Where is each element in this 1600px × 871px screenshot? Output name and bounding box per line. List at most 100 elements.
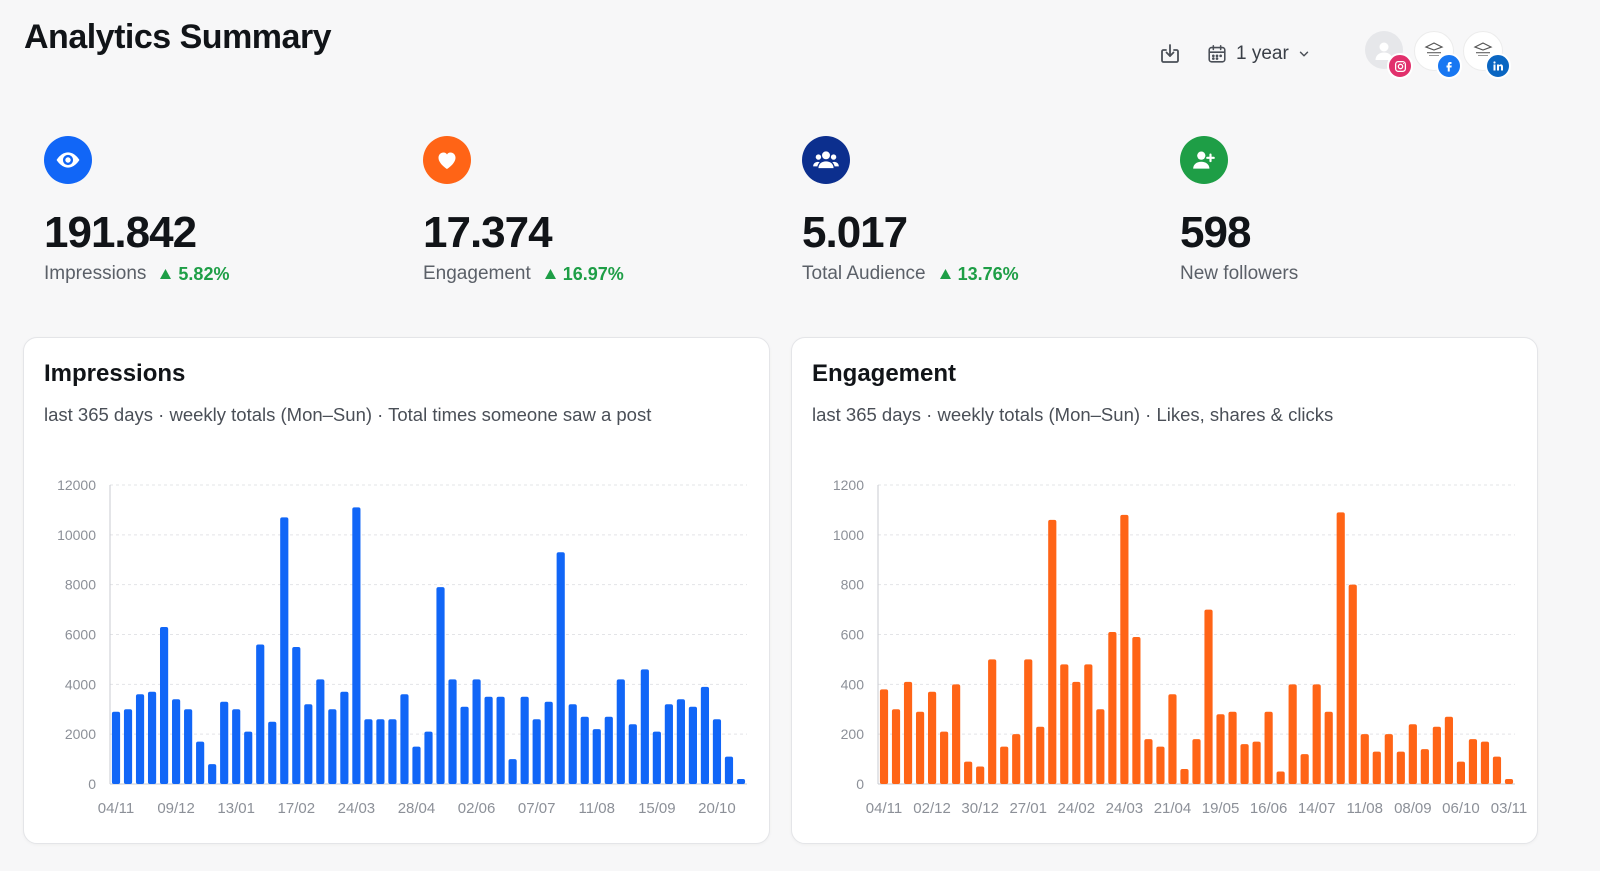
bar[interactable] <box>460 706 469 784</box>
bar[interactable] <box>556 552 565 784</box>
bar[interactable] <box>135 694 145 784</box>
bar[interactable] <box>472 679 481 784</box>
bar[interactable] <box>412 746 421 784</box>
bar[interactable] <box>1108 632 1117 784</box>
bar[interactable] <box>208 764 217 784</box>
bar[interactable] <box>1420 749 1429 784</box>
bar[interactable] <box>688 706 698 784</box>
bar[interactable] <box>1024 659 1033 784</box>
bar[interactable] <box>1276 771 1285 784</box>
bar[interactable] <box>676 699 685 784</box>
bar[interactable] <box>652 731 661 784</box>
bar[interactable] <box>915 711 925 784</box>
bar[interactable] <box>1144 739 1153 784</box>
bar[interactable] <box>184 709 193 784</box>
bar[interactable] <box>940 731 949 784</box>
bar[interactable] <box>1240 744 1249 784</box>
bar[interactable] <box>400 694 409 784</box>
bar[interactable] <box>976 766 985 784</box>
download-button[interactable] <box>1152 36 1188 72</box>
bar[interactable] <box>640 669 649 784</box>
bar[interactable] <box>292 646 301 784</box>
bar[interactable] <box>1012 734 1021 784</box>
bar[interactable] <box>256 644 265 784</box>
bar[interactable] <box>1468 739 1478 784</box>
bar[interactable] <box>244 731 253 784</box>
bar[interactable] <box>364 719 373 784</box>
account-instagram[interactable] <box>1365 31 1413 79</box>
bar[interactable] <box>232 709 241 784</box>
bar[interactable] <box>1408 724 1417 784</box>
bar[interactable] <box>340 691 349 784</box>
bar[interactable] <box>664 704 673 784</box>
bar[interactable] <box>448 679 457 784</box>
bar[interactable] <box>424 731 433 784</box>
bar[interactable] <box>1480 741 1490 784</box>
bar[interactable] <box>891 709 901 784</box>
bar[interactable] <box>1168 694 1177 784</box>
bar[interactable] <box>1072 681 1081 784</box>
bar[interactable] <box>352 507 361 784</box>
bar[interactable] <box>1456 761 1466 784</box>
bar[interactable] <box>172 699 181 784</box>
bar[interactable] <box>736 779 746 784</box>
bar[interactable] <box>1120 514 1129 784</box>
bar[interactable] <box>220 701 229 784</box>
bar[interactable] <box>1132 636 1141 784</box>
bar[interactable] <box>1396 751 1405 784</box>
bar[interactable] <box>508 759 517 784</box>
bar[interactable] <box>1384 734 1393 784</box>
bar[interactable] <box>592 729 601 784</box>
bar[interactable] <box>436 587 445 784</box>
bar[interactable] <box>568 704 577 784</box>
bar[interactable] <box>1216 714 1225 784</box>
bar[interactable] <box>580 716 589 784</box>
date-range-select[interactable]: 1 year <box>1206 43 1311 65</box>
bar[interactable] <box>196 741 205 784</box>
bar[interactable] <box>724 756 734 784</box>
bar[interactable] <box>532 719 541 784</box>
bar[interactable] <box>1348 584 1357 784</box>
bar[interactable] <box>616 679 625 784</box>
bar[interactable] <box>1252 741 1261 784</box>
bar[interactable] <box>1300 754 1309 784</box>
bar[interactable] <box>1192 739 1201 784</box>
bar[interactable] <box>1336 512 1345 784</box>
bar[interactable] <box>123 709 133 784</box>
bar[interactable] <box>903 681 913 784</box>
bar[interactable] <box>1228 711 1237 784</box>
bar[interactable] <box>1048 519 1057 784</box>
bar[interactable] <box>628 724 637 784</box>
account-facebook[interactable] <box>1414 31 1462 79</box>
bar[interactable] <box>988 659 997 784</box>
bar[interactable] <box>964 761 973 784</box>
bar[interactable] <box>1156 746 1165 784</box>
bar[interactable] <box>268 721 277 784</box>
bar[interactable] <box>1372 751 1381 784</box>
bar[interactable] <box>712 719 722 784</box>
bar[interactable] <box>927 691 937 784</box>
bar[interactable] <box>544 701 553 784</box>
bar[interactable] <box>1432 726 1441 784</box>
bar[interactable] <box>1000 746 1009 784</box>
bar[interactable] <box>159 627 169 784</box>
bar[interactable] <box>1096 709 1105 784</box>
bar[interactable] <box>1492 756 1502 784</box>
bar[interactable] <box>1444 716 1453 784</box>
account-linkedin[interactable] <box>1463 31 1511 79</box>
bar[interactable] <box>376 719 385 784</box>
bar[interactable] <box>484 696 493 784</box>
bar[interactable] <box>1060 664 1069 784</box>
bar[interactable] <box>520 696 529 784</box>
bar[interactable] <box>316 679 325 784</box>
bar[interactable] <box>1264 711 1273 784</box>
bar[interactable] <box>1204 609 1213 784</box>
bar[interactable] <box>1504 779 1514 784</box>
bar[interactable] <box>280 517 289 784</box>
bar[interactable] <box>604 716 613 784</box>
bar[interactable] <box>328 709 337 784</box>
bar[interactable] <box>700 686 710 784</box>
bar[interactable] <box>388 719 397 784</box>
bar[interactable] <box>1036 726 1045 784</box>
bar[interactable] <box>1312 684 1321 784</box>
